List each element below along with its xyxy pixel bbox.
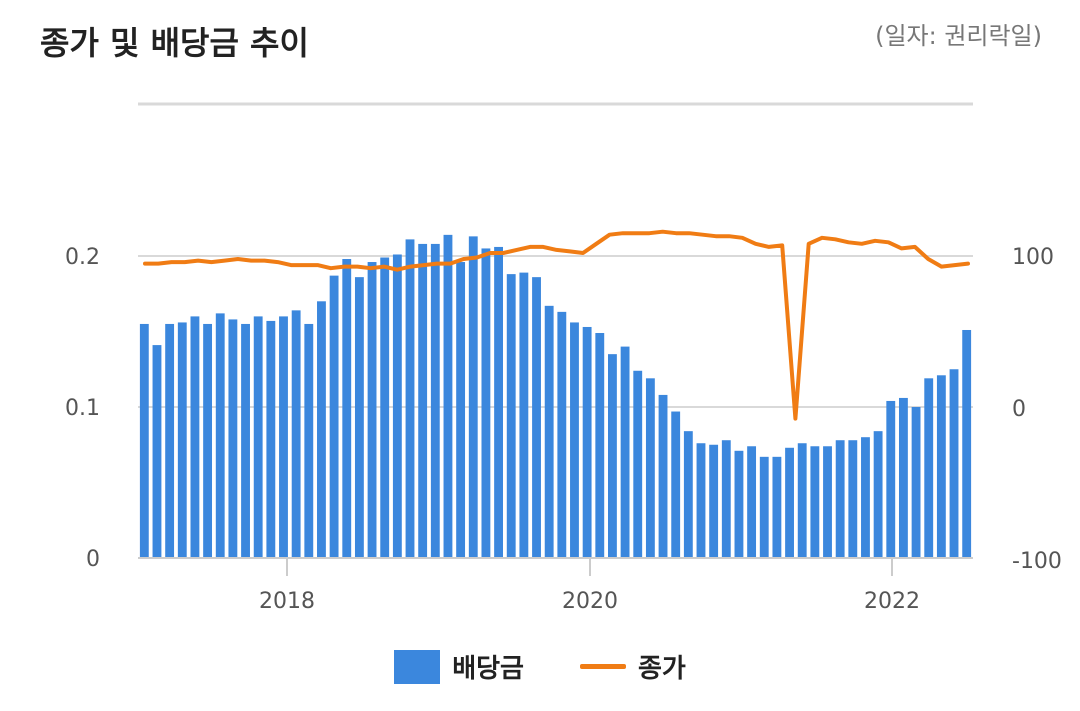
dividend-bar (241, 323, 250, 558)
chart-title: 종가 및 배당금 추이 (40, 24, 309, 62)
dividend-bar (658, 394, 668, 558)
y-right-tick-label: 0 (1012, 397, 1026, 422)
dividend-bar (570, 322, 579, 558)
dividend-bar (506, 274, 516, 558)
dividend-bar (544, 305, 554, 558)
dividend-bar (190, 316, 200, 558)
dividend-bar (734, 450, 744, 558)
dividend-bar (898, 397, 908, 558)
dividend-bar (279, 316, 288, 558)
dividend-bar (772, 456, 782, 558)
dividend-bar (317, 301, 326, 558)
dividend-bar (582, 326, 592, 558)
x-tick-label: 2022 (864, 589, 920, 614)
y-left-tick-label: 0.2 (65, 245, 100, 270)
dividend-bar (354, 277, 364, 558)
dividend-bar (291, 310, 301, 558)
chart-plot: 0 0.1 0.2 -100 0 100 2018 2020 2022 (65, 102, 1062, 614)
dividend-bar (557, 311, 567, 558)
dividend-bar (139, 323, 149, 558)
dividend-bar (645, 378, 655, 558)
dividend-bar (443, 234, 453, 559)
dividend-bar (962, 329, 972, 558)
dividend-bar (721, 440, 731, 558)
x-tick-label: 2018 (259, 589, 315, 614)
dividend-bar (418, 243, 428, 559)
legend: 배당금 종가 (0, 648, 1080, 685)
dividend-bar (367, 262, 377, 558)
y-right-tick-label: 100 (1012, 245, 1054, 270)
dividend-bar (671, 411, 681, 558)
dividend-bar (165, 323, 175, 558)
dividend-bar (823, 446, 832, 558)
dividend-bar (696, 443, 706, 558)
dividend-bar (494, 246, 503, 558)
dividend-bar (924, 378, 934, 558)
legend-swatch-line (579, 664, 626, 669)
dividend-bar (936, 375, 946, 558)
legend-item-close-price: 종가 (579, 648, 686, 685)
legend-swatch-bar (394, 649, 441, 684)
dividend-bar (152, 345, 162, 558)
dividend-bar (835, 440, 845, 558)
legend-item-dividend: 배당금 (394, 648, 524, 685)
dividend-bar (797, 443, 807, 558)
dividend-bar (456, 262, 466, 558)
x-tick-label: 2020 (562, 589, 618, 614)
y-left-tick-label: 0 (86, 547, 100, 572)
dividend-bar (266, 320, 276, 558)
dividend-bar (608, 354, 617, 558)
dividend-bar (177, 322, 187, 558)
dividend-bar (620, 346, 630, 558)
dividend-bar (342, 259, 352, 558)
dividend-bar (468, 236, 478, 558)
dividend-bar (380, 257, 390, 558)
legend-label-close-price: 종가 (637, 654, 686, 684)
dividend-bar (873, 431, 883, 558)
dividend-bar (861, 437, 870, 558)
dividend-bar (203, 323, 213, 558)
dividend-bar (709, 444, 719, 558)
legend-label-dividend: 배당금 (452, 654, 524, 684)
dividend-bar (392, 254, 402, 559)
dividend-bar (430, 243, 440, 559)
dividend-bar (810, 446, 820, 558)
dividend-bar (633, 370, 643, 558)
dividend-bar (759, 456, 769, 558)
dividend-bar (911, 407, 921, 558)
chart-subtitle: (일자: 권리락일) (875, 22, 1042, 50)
dividend-bar (253, 316, 263, 558)
dividend-bar (329, 275, 339, 558)
dividend-bar (848, 440, 858, 558)
dividend-bar (405, 239, 415, 558)
dividend-bar (886, 400, 896, 558)
dividend-bar (304, 323, 314, 558)
dividend-bar (532, 277, 541, 558)
dividend-bar (785, 447, 794, 558)
y-left-tick-label: 0.1 (65, 396, 100, 421)
dividend-bar (519, 272, 529, 558)
y-right-tick-label: -100 (1012, 549, 1062, 574)
dividend-bar (747, 446, 757, 558)
dividend-bar (949, 369, 959, 558)
dividend-bar (215, 313, 225, 558)
dividend-bar (228, 319, 238, 558)
dividend-bar (481, 248, 491, 558)
dividend-bar (683, 431, 693, 558)
dividend-bar (595, 333, 605, 558)
close-price-line (143, 229, 970, 421)
